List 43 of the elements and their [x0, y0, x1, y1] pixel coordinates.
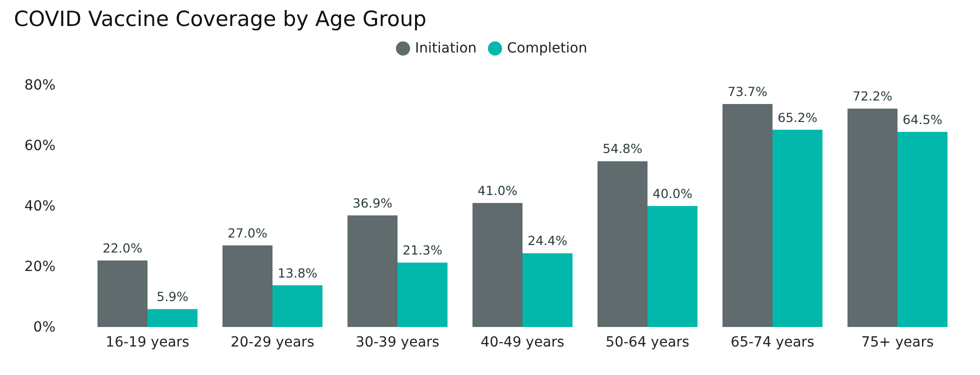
bar: [398, 262, 448, 327]
data-label: 24.4%: [528, 233, 568, 248]
bar: [848, 108, 898, 327]
bar: [898, 132, 948, 327]
bar: [598, 161, 648, 327]
x-tick-label: 20-29 years: [230, 334, 314, 350]
bar: [522, 253, 572, 327]
x-tick-label: 40-49 years: [480, 334, 564, 350]
legend-label: Initiation: [415, 40, 477, 56]
data-label: 54.8%: [602, 141, 642, 156]
x-tick-label: 75+ years: [861, 334, 934, 350]
data-label: 36.9%: [352, 195, 392, 210]
bar: [348, 215, 398, 327]
bar: [148, 309, 198, 327]
y-tick-label: 60%: [24, 138, 56, 154]
data-label: 73.7%: [728, 84, 768, 100]
bar: [98, 260, 148, 327]
x-tick-label: 16-19 years: [106, 334, 190, 350]
bar: [272, 285, 322, 327]
y-tick-label: 40%: [24, 198, 56, 214]
data-label: 41.0%: [478, 182, 518, 198]
data-label: 5.9%: [156, 289, 188, 304]
data-label: 27.0%: [228, 225, 268, 240]
x-tick-label: 65-74 years: [730, 334, 814, 350]
data-label: 65.2%: [778, 110, 818, 125]
x-tick-label: 30-39 years: [356, 334, 440, 350]
bar: [772, 130, 822, 327]
bar: [222, 245, 272, 327]
data-label: 22.0%: [102, 240, 142, 256]
data-label: 72.2%: [852, 88, 892, 104]
data-label: 64.5%: [902, 112, 942, 127]
data-label: 13.8%: [278, 265, 318, 280]
bar: [722, 104, 772, 327]
y-tick-label: 0%: [33, 320, 56, 336]
chart-title: COVID Vaccine Coverage by Age Group: [14, 7, 426, 31]
bar: [472, 202, 522, 327]
bar: [648, 206, 698, 327]
y-tick-label: 80%: [24, 78, 56, 94]
y-tick-label: 20%: [24, 259, 56, 275]
x-tick-label: 50-64 years: [606, 334, 690, 350]
data-label: 21.3%: [402, 242, 442, 258]
data-label: 40.0%: [652, 186, 692, 201]
legend-label: Completion: [507, 40, 588, 56]
